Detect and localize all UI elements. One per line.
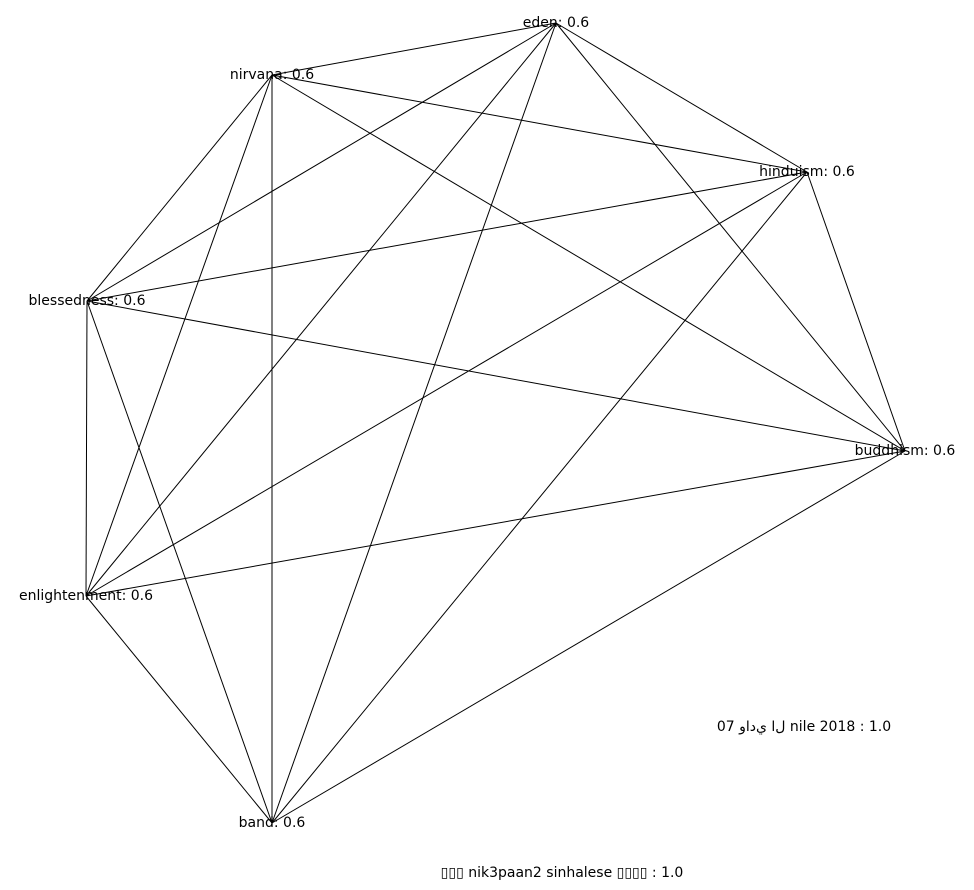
graph-edge-blessedness--buddhism [86,300,906,452]
node-label-buddhism: buddhism: 0.6 [854,442,956,459]
graph-edge-eden--band [271,22,557,824]
node-label-band: band: 0.6 [238,814,306,831]
graph-edge-enlightenment--band [85,595,273,824]
graph-edge-eden--nirvana [271,22,557,76]
node-label-nile-2018: 07 ﻭﺍﺩﻱ ﺍﻝ nile 2018 : 1.0 [716,718,892,735]
graph-edge-hinduism--enlightenment [85,171,808,597]
node-label-blessedness: blessedness: 0.6 [28,292,146,309]
graph-edge-eden--buddhism [555,22,906,452]
graph-edge-nirvana--hinduism [271,74,808,173]
graph-edge-buddhism--band [271,450,906,824]
graph-edge-buddhism--enlightenment [85,450,906,597]
graph-edge-hinduism--band [271,171,808,824]
node-label-nirvana: nirvana: 0.6 [229,66,315,83]
node-label-enlightenment: enlightenment: 0.6 [18,587,154,604]
graph-edge-nirvana--buddhism [271,74,906,452]
graph-edge-nirvana--blessedness [86,74,273,302]
node-label-sinhalese: ▯▯▯ nik3paan2 sinhalese ▯▯▯▯ : 1.0 [440,864,684,881]
graph-edge-eden--hinduism [555,22,808,173]
graph-edge-hinduism--blessedness [86,171,808,302]
node-label-hinduism: hinduism: 0.6 [759,163,855,180]
graph-edge-blessedness--enlightenment [85,300,88,597]
graph-edge-eden--blessedness [86,22,557,302]
node-label-eden: eden: 0.6 [522,14,590,31]
graph-edge-blessedness--band [86,300,273,824]
graph-edge-hinduism--buddhism [806,171,906,452]
graph-edge-eden--enlightenment [85,22,557,597]
graph-edge-nirvana--enlightenment [85,74,273,597]
